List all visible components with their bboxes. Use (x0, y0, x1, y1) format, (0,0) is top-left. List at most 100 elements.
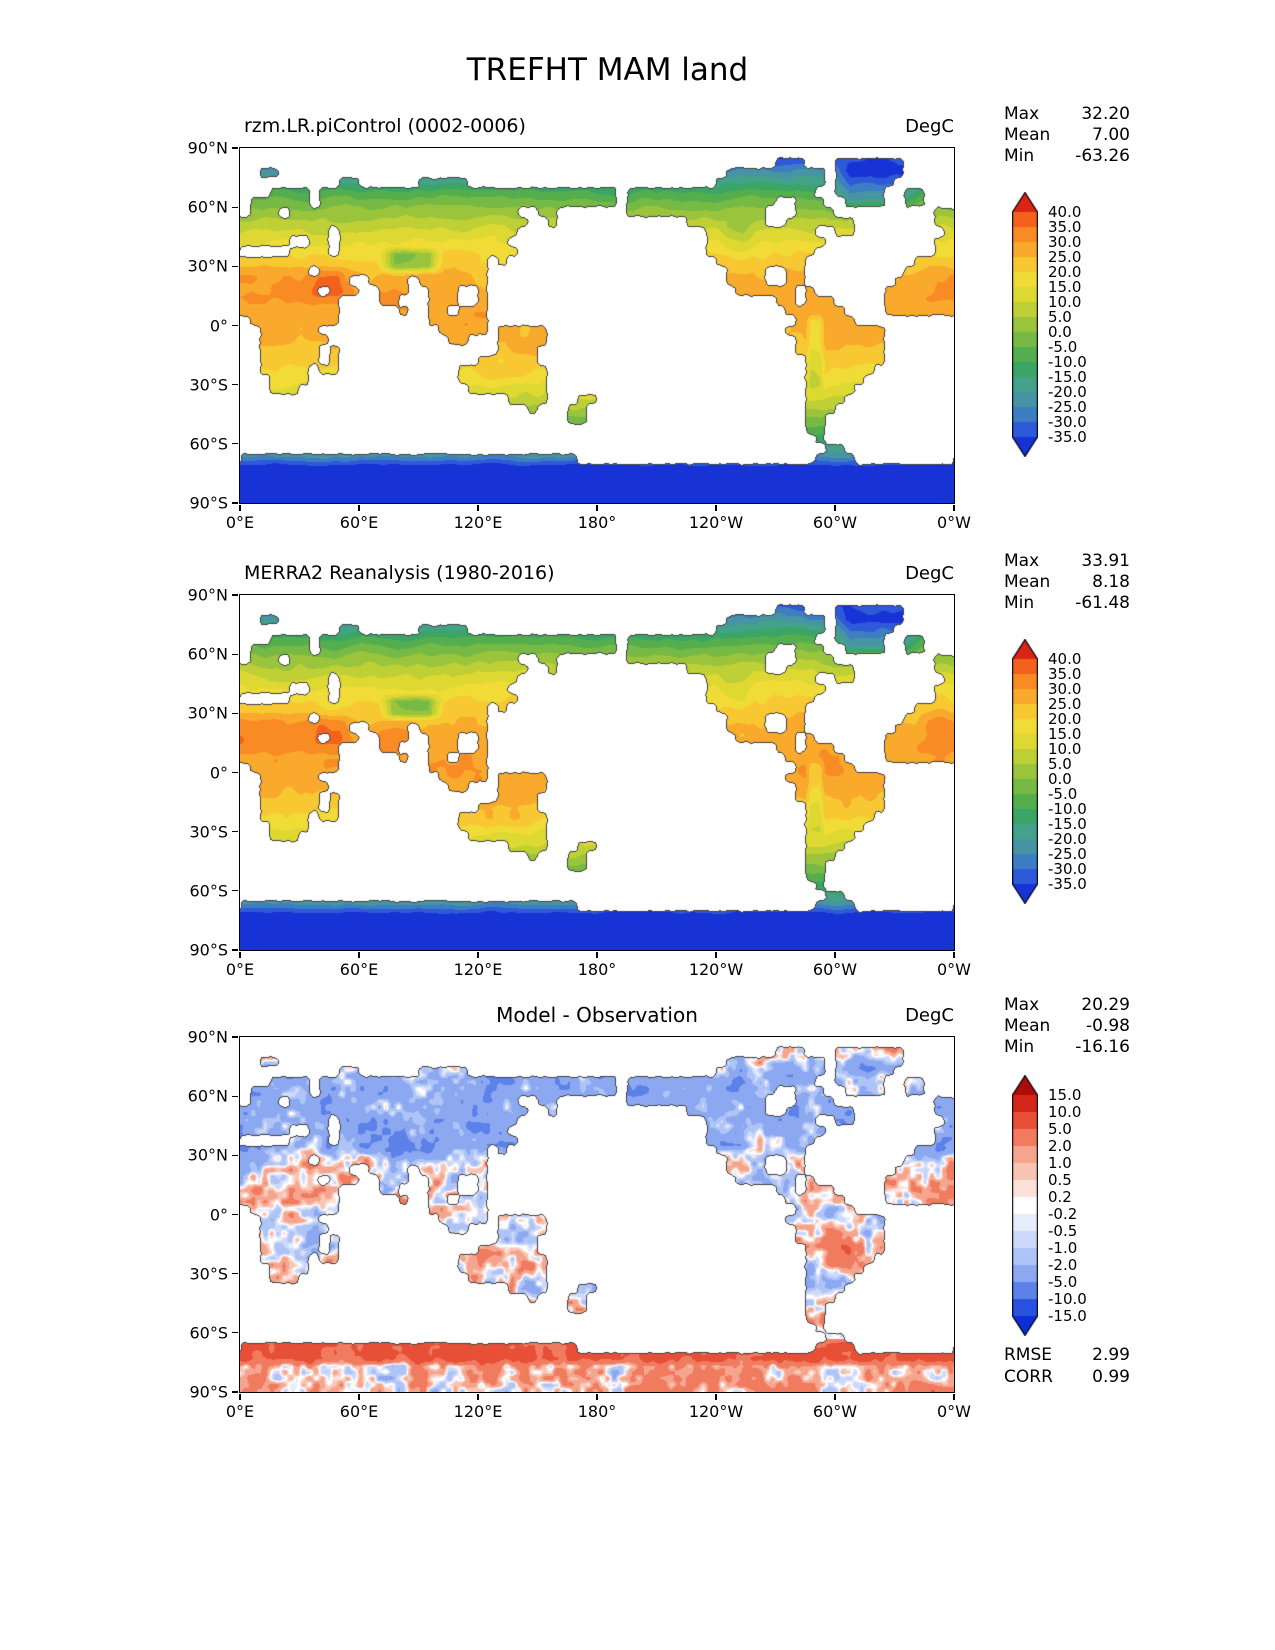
y-tick-label: 30°S (189, 1264, 228, 1284)
y-tick-mark (232, 949, 238, 951)
panel-title-difference: Model - Observation (496, 1003, 698, 1027)
stat-row: Max 33.91 (1004, 551, 1130, 571)
colorbar-observation (1012, 639, 1038, 904)
y-tick-label: 0° (209, 763, 228, 782)
y-tick-mark (232, 1095, 238, 1097)
stat-row: Min -61.48 (1004, 593, 1130, 613)
x-tick-label: 0°W (937, 513, 971, 532)
stat-value: -61.48 (1075, 593, 1130, 613)
x-tick-mark (477, 505, 479, 511)
y-tick-label: 90°S (189, 493, 228, 513)
units-label: DegC (905, 116, 954, 137)
y-tick-mark (232, 1154, 238, 1156)
colorbar-tick-label: -5.0 (1048, 785, 1078, 803)
x-tick-mark (834, 505, 836, 511)
y-tick-mark (232, 324, 238, 327)
colorbar-tick-label: 0.5 (1048, 1171, 1072, 1189)
colorbar-tick-label: -1.0 (1048, 1239, 1078, 1257)
stat-label: Mean (1004, 125, 1051, 145)
stat-value: 33.91 (1081, 551, 1130, 571)
x-tick-mark (239, 952, 241, 958)
stat-label: CORR (1004, 1367, 1053, 1387)
stat-label: Max (1004, 104, 1040, 124)
y-tick-label: 60°S (189, 881, 228, 901)
stat-label: Max (1004, 995, 1040, 1015)
y-tick-mark (232, 890, 238, 892)
colorbar-tick-label: 35.0 (1048, 218, 1082, 236)
stat-value: 20.29 (1081, 995, 1130, 1015)
colorbar-tick-label: 40.0 (1048, 650, 1082, 668)
x-tick-mark (477, 1394, 479, 1400)
colorbar-tick-label: 25.0 (1048, 248, 1082, 266)
colorbar-tick-label: -30.0 (1048, 860, 1087, 878)
y-tick-label: 60°S (189, 1323, 228, 1343)
x-tick-mark (953, 505, 955, 511)
y-tick-label: 0° (209, 1205, 228, 1224)
colorbar-tick-label: -25.0 (1048, 398, 1087, 416)
y-tick-label: 60°N (187, 1086, 228, 1106)
colorbar-tick-label: 5.0 (1048, 755, 1072, 773)
colorbar-model (1012, 192, 1038, 457)
map-panel-observation (239, 594, 955, 951)
colorbar-tick-label: -20.0 (1048, 383, 1087, 401)
x-tick-label: 0°E (225, 960, 255, 979)
y-tick-label: 60°N (187, 197, 228, 217)
map-canvas-model (240, 148, 954, 503)
x-tick-label: 120°E (453, 513, 503, 532)
y-tick-mark (232, 147, 238, 149)
colorbar-tick-label: 20.0 (1048, 263, 1082, 281)
panel-title-observation: MERRA2 Reanalysis (1980-2016) (244, 562, 555, 584)
x-tick-label: 0°W (937, 1402, 971, 1421)
units-label: DegC (905, 563, 954, 584)
x-tick-label: 0°E (225, 1402, 255, 1421)
stat-label: Min (1004, 146, 1035, 166)
colorbar-tick-label: 25.0 (1048, 695, 1082, 713)
colorbar-tick-label: 1.0 (1048, 1154, 1072, 1172)
x-tick-mark (953, 1394, 955, 1400)
colorbar-tick-label: 40.0 (1048, 203, 1082, 221)
stat-row: CORR 0.99 (1004, 1367, 1130, 1387)
y-tick-label: 60°N (187, 644, 228, 664)
colorbar-tick-label: 0.2 (1048, 1188, 1072, 1206)
x-tick-label: 60°W (812, 960, 858, 979)
colorbar-tick-label: 30.0 (1048, 680, 1082, 698)
y-tick-mark (232, 1213, 238, 1216)
colorbar-tick-label: 10.0 (1048, 293, 1082, 311)
stat-value: 32.20 (1081, 104, 1130, 124)
x-tick-mark (715, 952, 717, 958)
x-tick-label: 60°E (339, 960, 379, 979)
colorbar-tick-label: 35.0 (1048, 665, 1082, 683)
colorbar-tick-label: -5.0 (1048, 1273, 1078, 1291)
y-tick-label: 30°N (187, 1145, 228, 1165)
colorbar-tick-label: 10.0 (1048, 740, 1082, 758)
colorbar-tick-label: -0.5 (1048, 1222, 1078, 1240)
colorbar-tick-label: 5.0 (1048, 308, 1072, 326)
y-tick-mark (232, 653, 238, 655)
stat-row: Mean 7.00 (1004, 125, 1130, 145)
x-tick-label: 120°W (688, 1402, 744, 1421)
stat-label: Mean (1004, 1016, 1051, 1036)
y-tick-mark (232, 265, 238, 267)
x-tick-label: 60°E (339, 513, 379, 532)
y-tick-label: 60°S (189, 434, 228, 454)
stat-row: Mean -0.98 (1004, 1016, 1130, 1036)
stat-label: Max (1004, 551, 1040, 571)
units-label: DegC (905, 1005, 954, 1026)
y-tick-label: 90°N (187, 138, 228, 158)
colorbar-difference (1012, 1075, 1038, 1336)
x-tick-mark (953, 952, 955, 958)
stat-row: Max 32.20 (1004, 104, 1130, 124)
y-tick-mark (232, 206, 238, 208)
x-tick-label: 60°W (812, 513, 858, 532)
x-tick-label: 0°E (225, 513, 255, 532)
map-panel-difference (239, 1036, 955, 1393)
y-tick-mark (232, 831, 238, 833)
colorbar-tick-label: -25.0 (1048, 845, 1087, 863)
stat-label: Min (1004, 593, 1035, 613)
stat-value: 0.99 (1092, 1367, 1130, 1387)
x-tick-label: 120°W (688, 960, 744, 979)
x-tick-mark (596, 952, 598, 958)
x-tick-mark (715, 1394, 717, 1400)
